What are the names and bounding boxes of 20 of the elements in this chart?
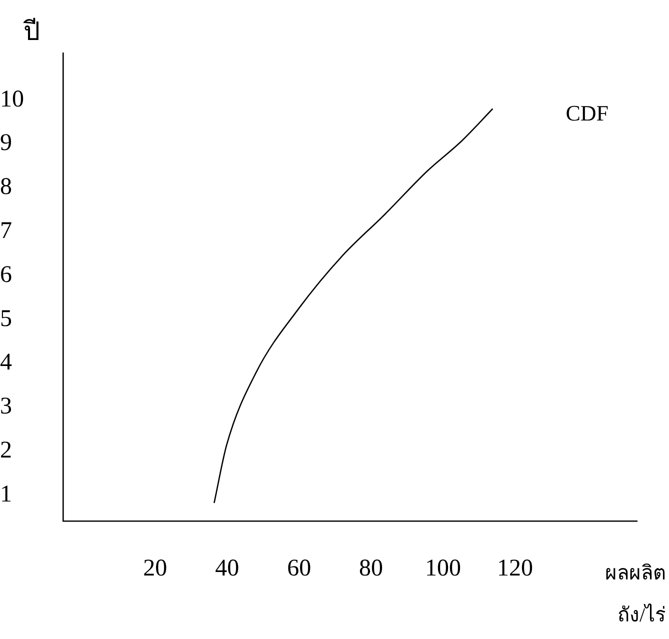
x-tick-label: 60 xyxy=(287,556,312,582)
line-series xyxy=(214,108,494,504)
x-tick-label: 80 xyxy=(359,556,384,582)
y-tick-label: 7 xyxy=(0,218,12,244)
y-tick-label: 5 xyxy=(0,306,12,332)
x-tick-label: 20 xyxy=(143,556,168,582)
x-tick-label: 120 xyxy=(497,556,534,582)
y-tick-label: 9 xyxy=(0,130,12,156)
y-axis-title: ปี xyxy=(22,17,40,46)
y-tick-label: 2 xyxy=(0,437,12,464)
y-tick-label: 1 xyxy=(0,481,12,508)
y-tick-label: 8 xyxy=(0,174,12,200)
y-tick-label: 4 xyxy=(0,350,12,376)
x-tick-label: 40 xyxy=(215,556,240,582)
y-tick-label: 10 xyxy=(0,86,24,112)
x-tick-label: 100 xyxy=(425,556,462,582)
y-tick-label: 3 xyxy=(0,394,12,420)
text: CDF xyxy=(566,100,608,126)
x-axis-title: ผลผลิต ถัง/ไร่ xyxy=(605,562,666,626)
y-tick-label: 6 xyxy=(0,262,12,288)
